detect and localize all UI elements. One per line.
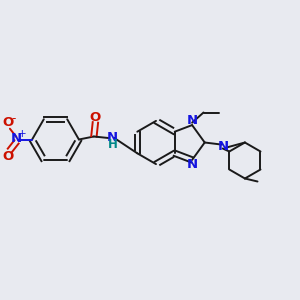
- Text: H: H: [108, 137, 117, 151]
- Text: -: -: [11, 112, 16, 125]
- Text: N: N: [107, 131, 118, 144]
- Text: N: N: [11, 132, 22, 145]
- Text: N: N: [187, 158, 198, 171]
- Text: O: O: [90, 111, 101, 124]
- Text: N: N: [187, 114, 198, 127]
- Text: O: O: [2, 150, 14, 163]
- Text: +: +: [18, 129, 26, 139]
- Text: N: N: [218, 140, 229, 153]
- Text: O: O: [2, 116, 14, 129]
